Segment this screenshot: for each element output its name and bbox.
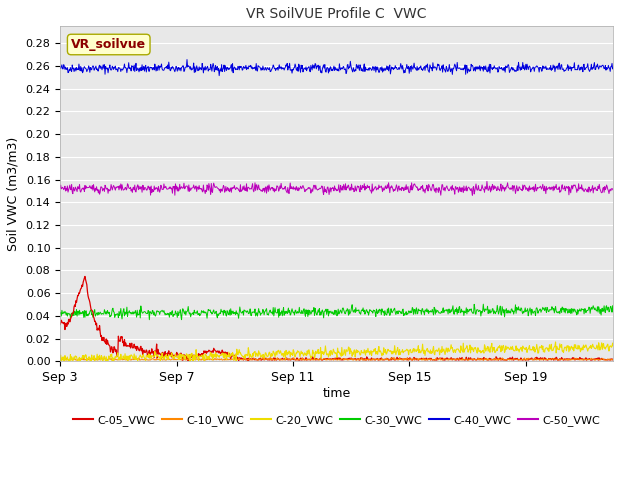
C-50_VWC: [314, 187, 321, 193]
C-20_VWC: [404, 352, 412, 358]
C-10_VWC: [609, 357, 617, 362]
C-10_VWC: [384, 357, 392, 362]
C-40_VWC: [251, 64, 259, 70]
C-10_VWC: [314, 357, 322, 363]
C-30_VWC: [405, 308, 413, 314]
C-50_VWC: [483, 179, 491, 184]
C-10_VWC: [405, 356, 413, 362]
C-10_VWC: [250, 355, 258, 361]
C-30_VWC: [519, 311, 527, 317]
C-30_VWC: [175, 313, 182, 319]
Line: C-50_VWC: C-50_VWC: [60, 181, 613, 195]
C-20_VWC: [250, 349, 258, 355]
C-30_VWC: [145, 317, 153, 323]
C-30_VWC: [384, 310, 392, 316]
C-50_VWC: [609, 187, 617, 193]
Text: VR_soilvue: VR_soilvue: [71, 38, 147, 51]
C-20_VWC: [552, 339, 559, 345]
Y-axis label: Soil VWC (m3/m3): Soil VWC (m3/m3): [7, 137, 20, 251]
C-40_VWC: [174, 65, 182, 71]
Line: C-40_VWC: C-40_VWC: [60, 60, 613, 76]
C-30_VWC: [250, 310, 258, 316]
Line: C-30_VWC: C-30_VWC: [60, 304, 613, 320]
Title: VR SoilVUE Profile C  VWC: VR SoilVUE Profile C VWC: [246, 7, 427, 21]
C-30_VWC: [314, 307, 322, 313]
C-40_VWC: [56, 64, 64, 70]
C-10_VWC: [567, 357, 575, 363]
C-40_VWC: [315, 68, 323, 73]
C-50_VWC: [250, 189, 258, 195]
C-40_VWC: [519, 60, 527, 65]
C-30_VWC: [479, 301, 487, 307]
C-05_VWC: [609, 357, 617, 363]
C-20_VWC: [383, 348, 391, 354]
C-05_VWC: [81, 274, 89, 279]
C-50_VWC: [174, 184, 182, 190]
C-50_VWC: [404, 189, 412, 195]
C-50_VWC: [56, 185, 64, 191]
C-30_VWC: [56, 310, 64, 316]
Line: C-10_VWC: C-10_VWC: [60, 357, 613, 360]
C-40_VWC: [406, 65, 413, 71]
C-05_VWC: [406, 355, 413, 360]
C-20_VWC: [56, 359, 64, 364]
C-40_VWC: [385, 68, 392, 74]
Line: C-20_VWC: C-20_VWC: [60, 342, 613, 361]
C-05_VWC: [385, 357, 392, 363]
C-40_VWC: [215, 73, 223, 79]
C-20_VWC: [518, 345, 525, 351]
X-axis label: time: time: [323, 387, 351, 400]
C-20_VWC: [174, 355, 182, 360]
Legend: C-05_VWC, C-10_VWC, C-20_VWC, C-30_VWC, C-40_VWC, C-50_VWC: C-05_VWC, C-10_VWC, C-20_VWC, C-30_VWC, …: [69, 410, 605, 430]
C-05_VWC: [251, 357, 259, 363]
C-10_VWC: [56, 357, 64, 362]
C-10_VWC: [97, 354, 105, 360]
C-30_VWC: [609, 309, 617, 314]
Line: C-05_VWC: C-05_VWC: [60, 276, 613, 361]
C-05_VWC: [175, 354, 182, 360]
C-50_VWC: [468, 192, 476, 198]
C-40_VWC: [609, 65, 617, 71]
C-05_VWC: [315, 357, 323, 362]
C-20_VWC: [609, 343, 617, 348]
C-40_VWC: [183, 57, 191, 62]
C-50_VWC: [519, 182, 527, 188]
C-50_VWC: [383, 182, 391, 188]
C-10_VWC: [518, 357, 526, 362]
C-05_VWC: [56, 322, 64, 327]
C-05_VWC: [184, 359, 192, 364]
C-05_VWC: [519, 357, 527, 363]
C-10_VWC: [175, 356, 182, 362]
C-20_VWC: [314, 349, 321, 355]
